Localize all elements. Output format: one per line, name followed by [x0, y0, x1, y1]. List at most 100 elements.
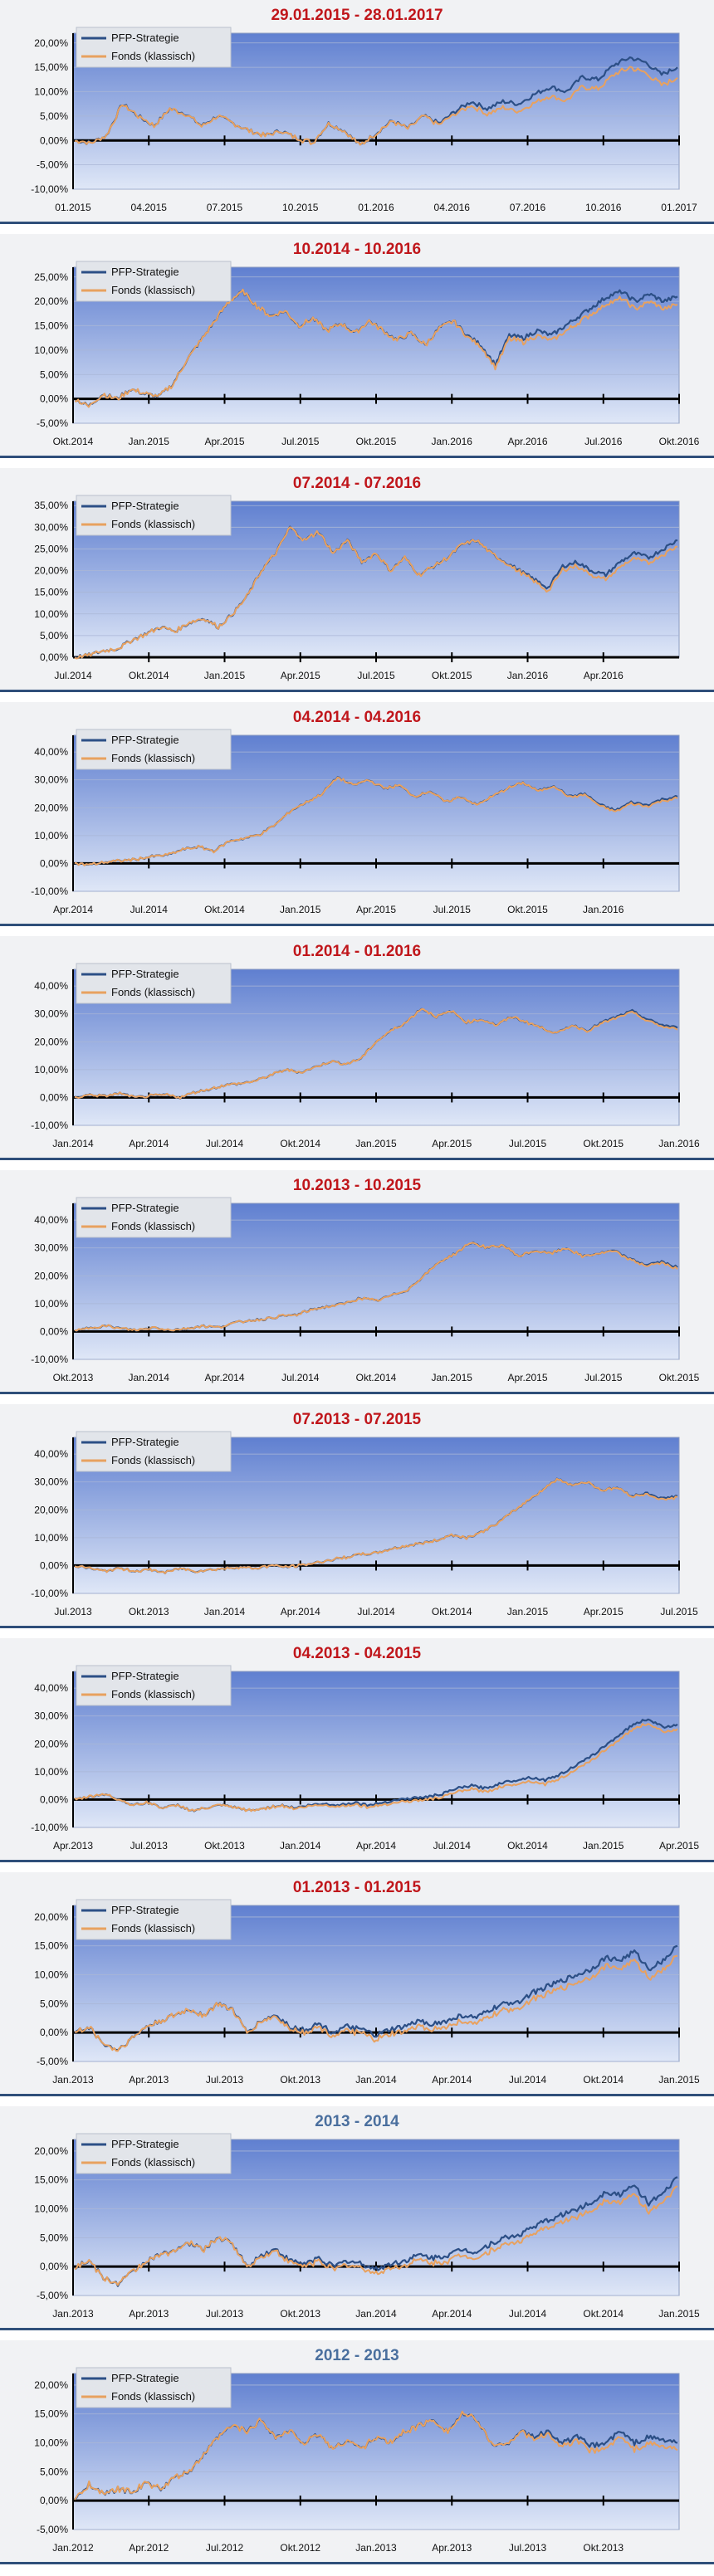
- x-tick-label: Jan.2014: [280, 1840, 321, 1852]
- x-tick-label: Jul.2014: [509, 2308, 547, 2320]
- x-tick-label: Jan.2015: [583, 1840, 624, 1852]
- x-tick-label: Apr.2015: [356, 904, 396, 915]
- line-chart: 40,00% 30,00% 20,00% 10,00% 0,00% -10,00% Jul.…: [31, 1431, 698, 1617]
- legend-label-fund: Fonds (klassisch): [111, 1688, 195, 1700]
- series-fonds-klassisch: [74, 1954, 678, 2052]
- y-tick-label: 0,00%: [40, 1793, 68, 1805]
- x-tick-label: Okt.2015: [356, 436, 397, 447]
- y-tick-label: 15,00%: [34, 61, 68, 73]
- y-tick-label: 30,00%: [34, 521, 68, 533]
- y-tick-label: 10,00%: [34, 86, 68, 98]
- x-tick-label: Jan.2015: [204, 670, 246, 681]
- y-tick-label: 5,00%: [40, 2232, 68, 2243]
- x-tick-label: Jul.2015: [433, 904, 472, 915]
- y-tick-label: 30,00%: [34, 1242, 68, 1254]
- legend-label-strategy: PFP-Strategie: [111, 1202, 179, 1214]
- y-tick-label: 10,00%: [34, 1969, 68, 1981]
- legend: PFP-Strategie Fonds (klassisch): [76, 1665, 232, 1706]
- x-tick-label: Okt.2015: [432, 670, 472, 681]
- x-tick-label: Jan.2014: [52, 1138, 94, 1149]
- chart-panel: 01.2013 - 01.2015 20,00% 15,00% 10,00% 5,00%…: [0, 1872, 714, 2096]
- series-fonds-klassisch: [74, 1477, 678, 1574]
- legend-label-fund: Fonds (klassisch): [111, 1922, 195, 1934]
- x-tick-label: Apr.2012: [129, 2542, 169, 2554]
- x-tick-label: Jul.2014: [206, 1138, 244, 1149]
- x-tick-label: Apr.2013: [53, 1840, 93, 1852]
- legend-label-fund: Fonds (klassisch): [111, 518, 195, 530]
- y-tick-label: 10,00%: [34, 1766, 68, 1778]
- series-fonds-klassisch: [74, 1007, 678, 1100]
- legend: PFP-Strategie Fonds (klassisch): [76, 261, 232, 302]
- y-tick-label: 40,00%: [34, 746, 68, 758]
- x-tick-label: Okt.2015: [583, 1138, 624, 1149]
- y-tick-label: 10,00%: [34, 344, 68, 356]
- x-tick-label: Okt.2015: [659, 1372, 700, 1383]
- x-tick-label: Jan.2013: [52, 2308, 94, 2320]
- legend-label-strategy: PFP-Strategie: [111, 32, 179, 44]
- y-tick-label: -5,00%: [37, 2290, 68, 2301]
- x-tick-label: Okt.2013: [53, 1372, 94, 1383]
- legend-label-fund: Fonds (klassisch): [111, 1454, 195, 1466]
- legend-label-strategy: PFP-Strategie: [111, 2138, 179, 2150]
- line-chart: 20,00% 15,00% 10,00% 5,00% 0,00% -5,00% Jan.20…: [34, 2133, 700, 2320]
- line-chart: 20,00% 15,00% 10,00% 5,00% 0,00% -5,00% Jan.20…: [34, 2367, 680, 2554]
- y-tick-label: 10,00%: [34, 2437, 68, 2449]
- x-tick-label: Jul.2015: [509, 1138, 547, 1149]
- chart-panel: 04.2014 - 04.2016 40,00% 30,00% 20,00% 10,00…: [0, 702, 714, 926]
- chart-title: 10.2014 - 10.2016: [292, 241, 422, 258]
- x-tick-label: Jan.2015: [658, 2308, 700, 2320]
- legend-label-fund: Fonds (klassisch): [111, 752, 195, 764]
- legend-label-strategy: PFP-Strategie: [111, 2372, 179, 2384]
- x-tick-label: Okt.2014: [432, 1606, 472, 1617]
- legend: PFP-Strategie Fonds (klassisch): [76, 729, 232, 770]
- x-tick-label: Apr.2014: [204, 1372, 244, 1383]
- y-tick-label: -10,00%: [31, 1120, 68, 1131]
- legend: PFP-Strategie Fonds (klassisch): [76, 963, 232, 1004]
- legend-label-strategy: PFP-Strategie: [111, 500, 179, 512]
- x-tick-label: 07.2015: [207, 202, 243, 213]
- chart-title: 04.2013 - 04.2015: [292, 1645, 422, 1662]
- y-tick-label: 0,00%: [40, 393, 68, 405]
- chart-title: 29.01.2015 - 28.01.2017: [271, 7, 443, 24]
- y-tick-label: 0,00%: [40, 2027, 68, 2038]
- x-tick-label: Jan.2014: [355, 2074, 397, 2086]
- legend: PFP-Strategie Fonds (klassisch): [76, 1431, 232, 1472]
- x-tick-label: 01.2015: [55, 202, 91, 213]
- y-tick-label: -10,00%: [31, 183, 68, 195]
- chart-title: 07.2014 - 07.2016: [292, 475, 422, 492]
- line-chart: 20,00% 15,00% 10,00% 5,00% 0,00% -5,00% -10,00…: [31, 27, 697, 213]
- x-tick-label: Apr.2014: [432, 2308, 472, 2320]
- x-tick-label: Jul.2015: [584, 1372, 623, 1383]
- y-tick-label: 15,00%: [34, 320, 68, 332]
- chart-title: 07.2013 - 07.2015: [292, 1411, 422, 1428]
- y-tick-label: 5,00%: [40, 368, 68, 380]
- x-tick-label: Jul.2014: [433, 1840, 472, 1852]
- line-chart: 35,00% 30,00% 25,00% 20,00% 15,00% 10,00% 5,00…: [34, 495, 680, 681]
- x-tick-label: Jan.2014: [204, 1606, 246, 1617]
- x-tick-label: Apr.2014: [356, 1840, 396, 1852]
- chart-panel: 10.2013 - 10.2015 40,00% 30,00% 20,00% 10,00…: [0, 1170, 714, 1394]
- x-tick-label: Apr.2015: [507, 1372, 547, 1383]
- x-tick-label: Jan.2015: [432, 1372, 473, 1383]
- x-tick-label: Jul.2014: [357, 1606, 395, 1617]
- chart-panel: 29.01.2015 - 28.01.2017 20,00% 15,00% 10,00…: [0, 0, 714, 224]
- y-tick-label: 10,00%: [34, 830, 68, 842]
- legend-label-strategy: PFP-Strategie: [111, 968, 179, 980]
- legend: PFP-Strategie Fonds (klassisch): [76, 2367, 232, 2408]
- y-tick-label: -10,00%: [31, 1822, 68, 1833]
- y-tick-label: -5,00%: [37, 2524, 68, 2535]
- x-tick-label: Jul.2013: [206, 2308, 244, 2320]
- legend-label-fund: Fonds (klassisch): [111, 1220, 195, 1232]
- y-tick-label: 0,00%: [40, 1325, 68, 1337]
- y-tick-label: -10,00%: [31, 1354, 68, 1365]
- y-tick-label: 5,00%: [40, 110, 68, 122]
- x-tick-label: Jan.2016: [658, 1138, 700, 1149]
- chart-panel: 04.2013 - 04.2015 40,00% 30,00% 20,00% 10,00…: [0, 1638, 714, 1862]
- y-tick-label: 10,00%: [34, 1532, 68, 1544]
- y-tick-label: 0,00%: [40, 1091, 68, 1103]
- y-tick-label: 0,00%: [40, 134, 68, 146]
- x-tick-label: Jan.2016: [507, 670, 549, 681]
- series-fonds-klassisch: [74, 288, 678, 408]
- chart-panel: 07.2014 - 07.2016 35,00% 30,00% 25,00% 20,00…: [0, 468, 714, 692]
